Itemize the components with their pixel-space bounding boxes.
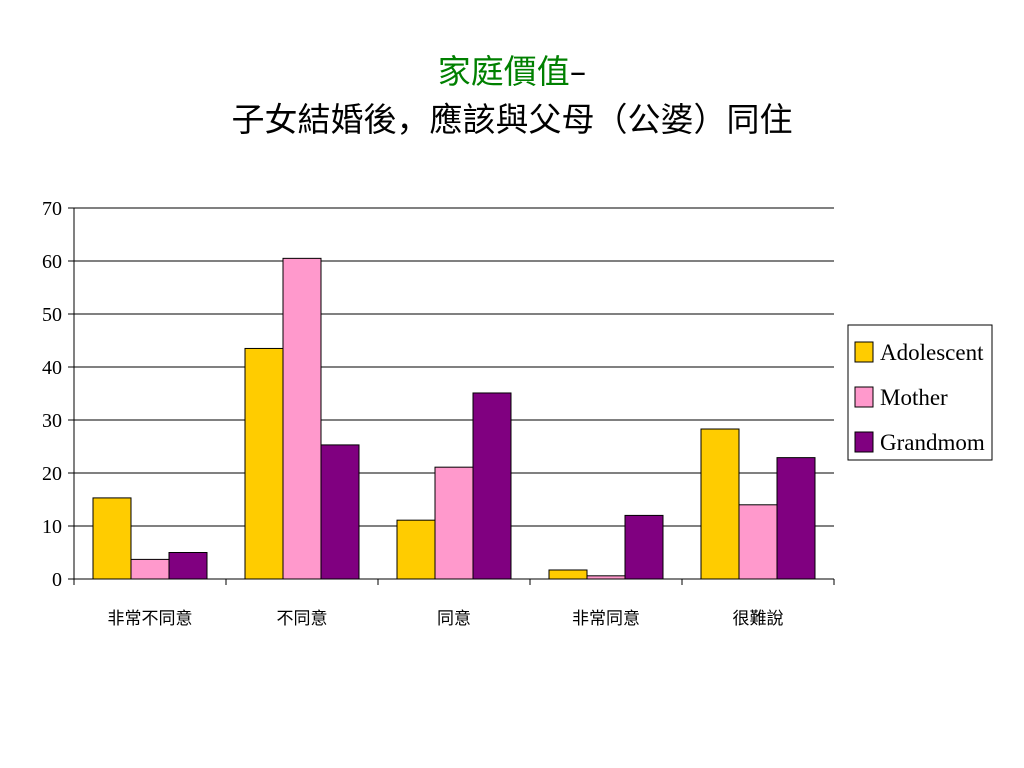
legend: Adolescent Mother Grandmom	[847, 324, 993, 461]
bar	[548, 569, 588, 580]
legend-label: Mother	[880, 385, 948, 410]
legend-swatch	[854, 386, 874, 408]
x-category-label: 不同意	[277, 609, 328, 629]
title-line-1: 家庭價值–	[0, 48, 1024, 96]
bar	[168, 552, 208, 580]
x-axis-labels: 非常不同意 不同意 同意 非常同意 很難說	[108, 609, 784, 629]
bar	[472, 392, 512, 580]
bar	[700, 428, 740, 580]
legend-swatch	[854, 431, 874, 453]
title-separator: –	[569, 52, 587, 91]
bar	[130, 558, 170, 580]
legend-swatch	[854, 341, 874, 363]
title-topic: 家庭價值	[437, 52, 570, 91]
bar	[434, 466, 474, 580]
legend-label: Adolescent	[880, 340, 984, 365]
axes	[73, 208, 835, 585]
bar	[624, 514, 664, 580]
slide-title: 家庭價值– 子女結婚後，應該與父母（公婆）同住	[0, 48, 1024, 144]
bar	[244, 347, 284, 580]
x-category-label: 非常不同意	[108, 609, 193, 629]
bar	[282, 257, 322, 580]
x-category-label: 同意	[437, 609, 471, 629]
y-tick-label: 30	[42, 410, 62, 432]
x-category-label: 很難說	[733, 609, 784, 629]
y-tick-label: 20	[42, 463, 62, 485]
x-category-label: 非常同意	[572, 609, 640, 629]
y-axis-ticks: 0 10 20 30 40 50 60 70	[42, 198, 74, 591]
y-tick-label: 0	[52, 569, 62, 591]
bar	[396, 519, 436, 580]
y-tick-label: 10	[42, 516, 62, 538]
bar	[776, 457, 816, 580]
title-subtitle: 子女結婚後，應該與父母（公婆）同住	[231, 100, 793, 139]
y-tick-label: 50	[42, 304, 62, 326]
bar	[320, 444, 360, 580]
y-tick-label: 40	[42, 357, 62, 379]
bars	[92, 257, 816, 580]
bar	[738, 504, 778, 580]
legend-label: Grandmom	[880, 430, 985, 455]
bar	[92, 497, 132, 580]
y-tick-label: 70	[42, 198, 62, 220]
y-tick-label: 60	[42, 251, 62, 273]
